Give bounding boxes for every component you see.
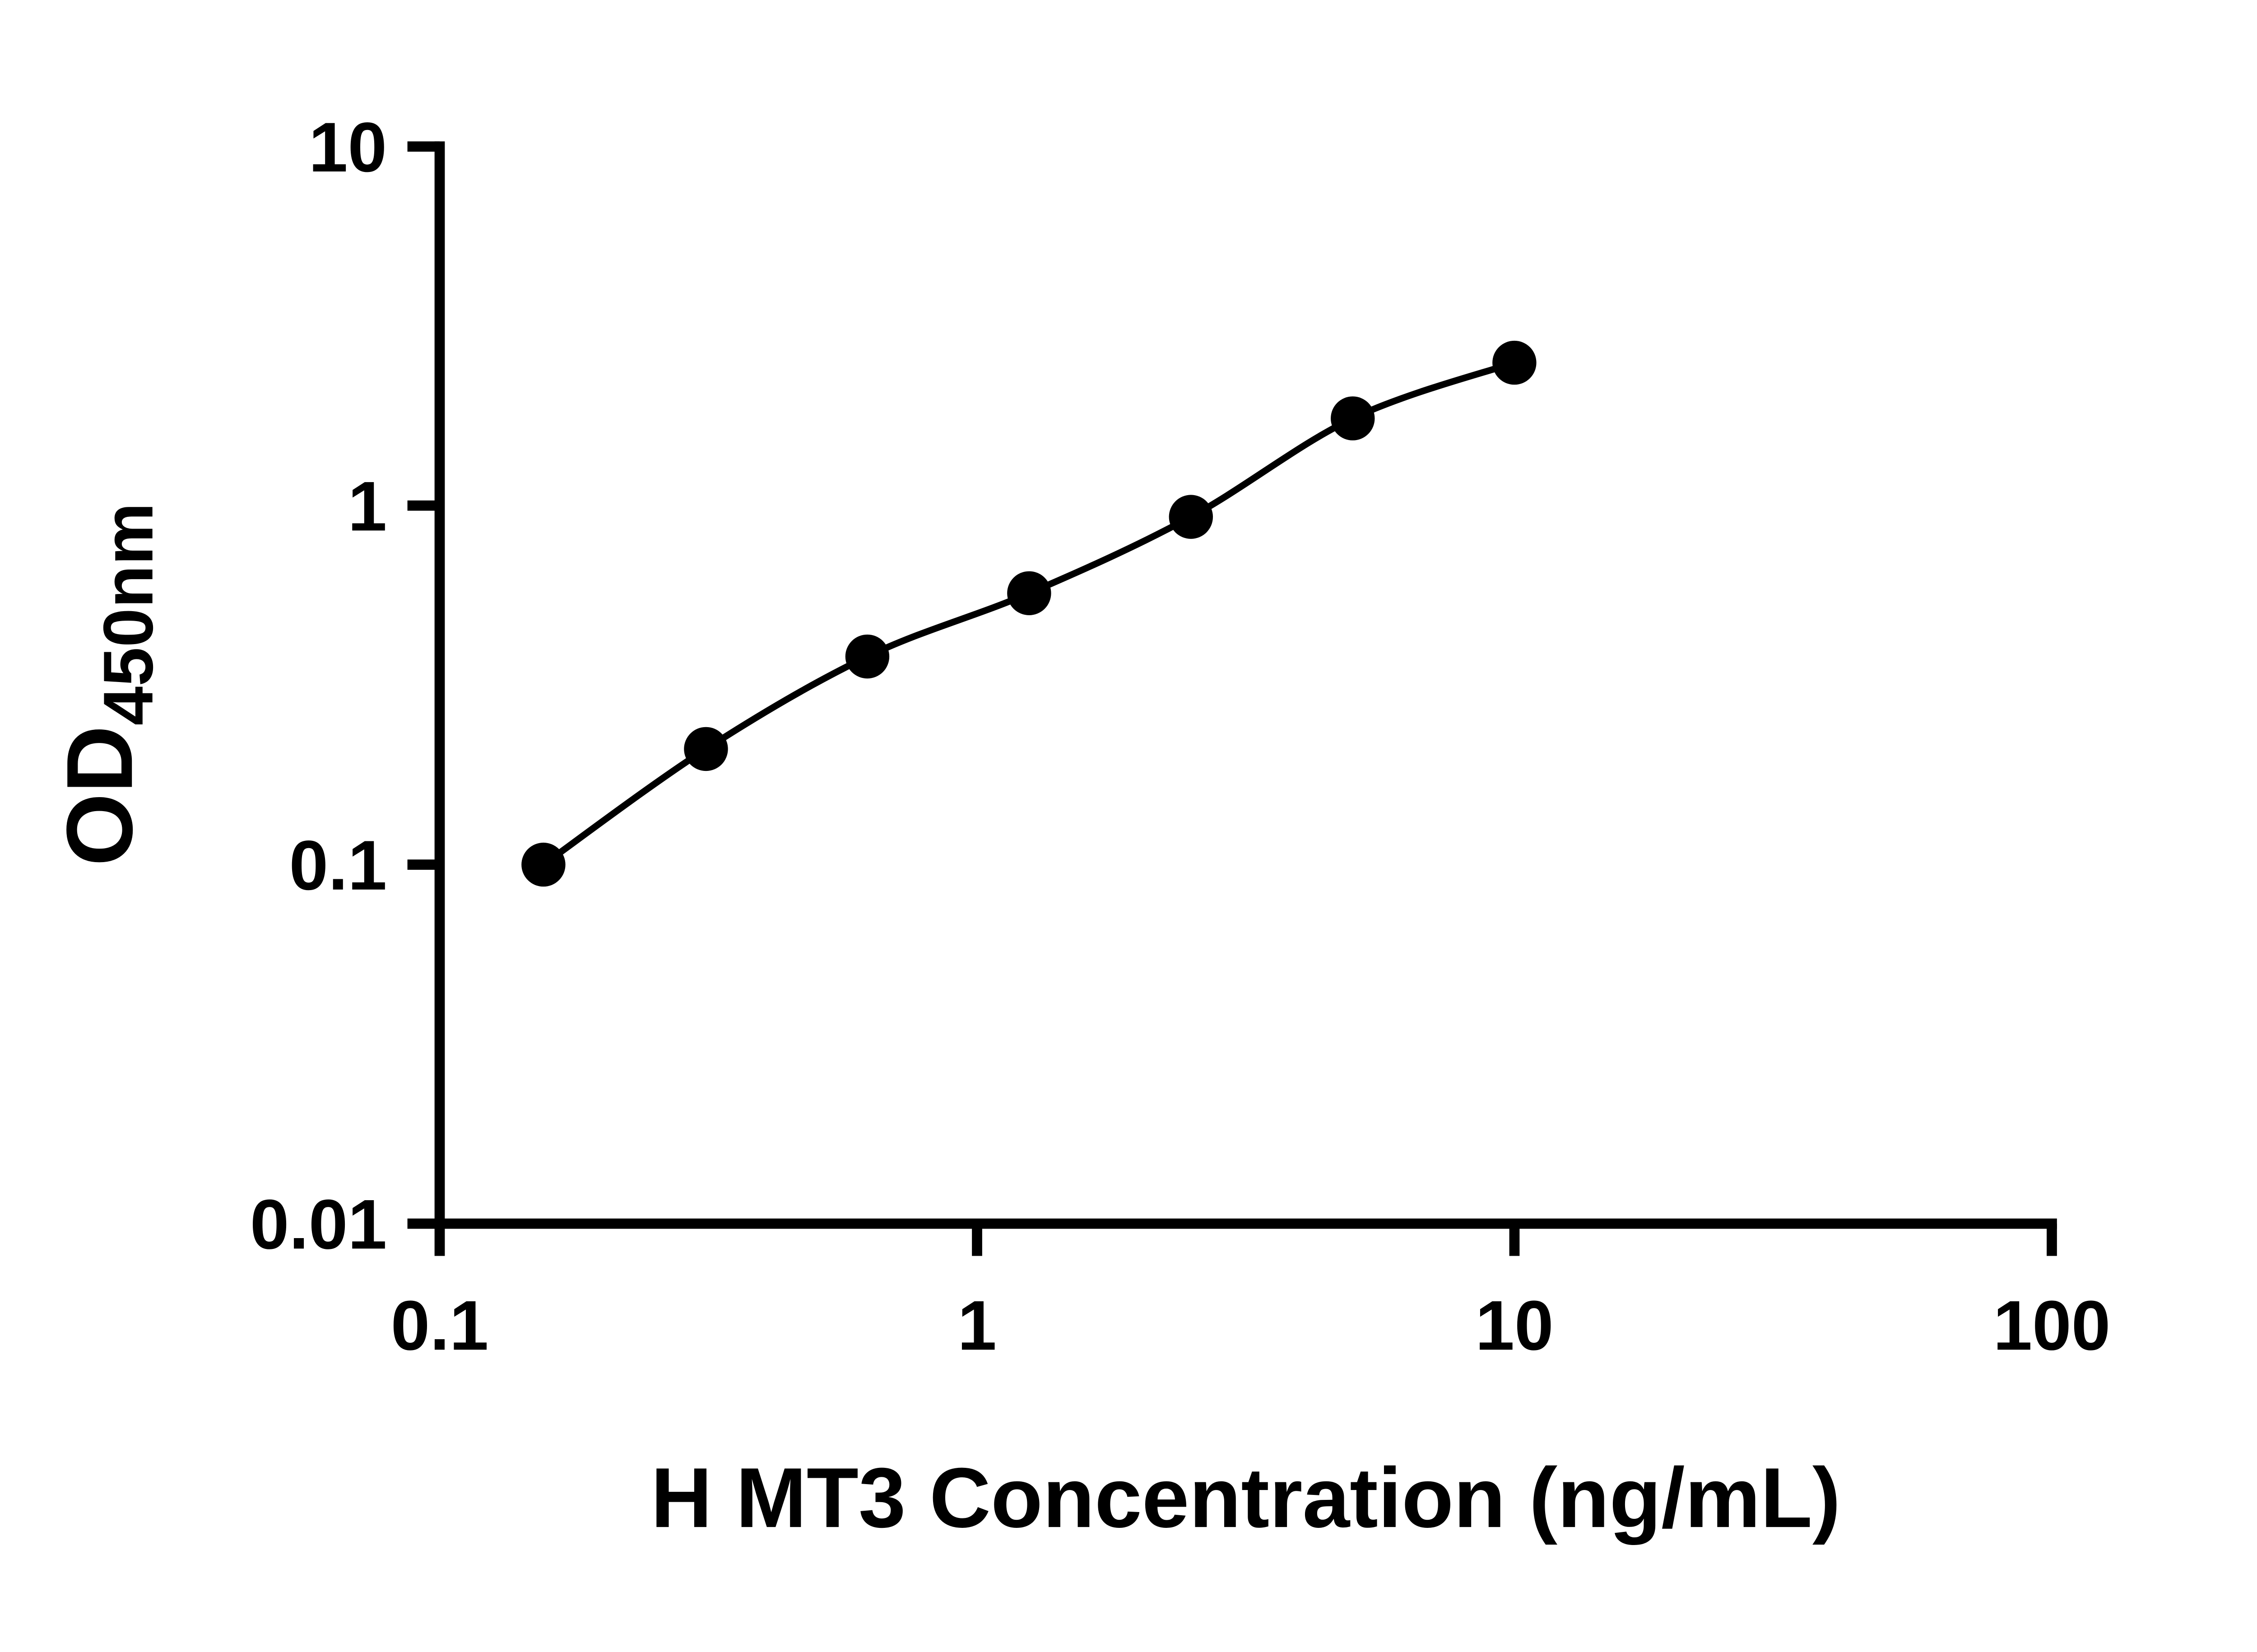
- data-point: [521, 842, 566, 887]
- y-axis-title-main: OD: [47, 725, 152, 866]
- x-tick-label: 1: [957, 1286, 997, 1365]
- data-point: [845, 634, 890, 679]
- x-axis-title: H MT3 Concentration (ng/mL): [651, 1450, 1841, 1545]
- y-tick-label: 10: [309, 108, 387, 187]
- y-axis-title-sub: 450nm: [89, 503, 168, 726]
- y-tick-label: 1: [348, 467, 387, 546]
- y-tick-label: 0.01: [250, 1185, 387, 1264]
- axes: [434, 141, 2057, 1229]
- tick-marks: [407, 141, 2057, 1256]
- data-point: [1331, 396, 1375, 441]
- data-point: [1492, 340, 1537, 385]
- y-tick-label: 0.1: [289, 826, 387, 905]
- x-tick-label: 10: [1475, 1286, 1553, 1365]
- data-point: [684, 727, 728, 771]
- data-point: [1007, 571, 1051, 615]
- y-axis-title: OD450nm: [47, 503, 167, 866]
- elisa-standard-curve-figure: 0.1 1 10 100 0.01 0.1 1 10 H MT3 Concentration …: [47, 108, 2111, 1545]
- data-point: [1169, 495, 1213, 539]
- x-tick-label: 100: [1993, 1286, 2110, 1365]
- data-points: [521, 340, 1537, 887]
- x-tick-label: 0.1: [391, 1286, 489, 1365]
